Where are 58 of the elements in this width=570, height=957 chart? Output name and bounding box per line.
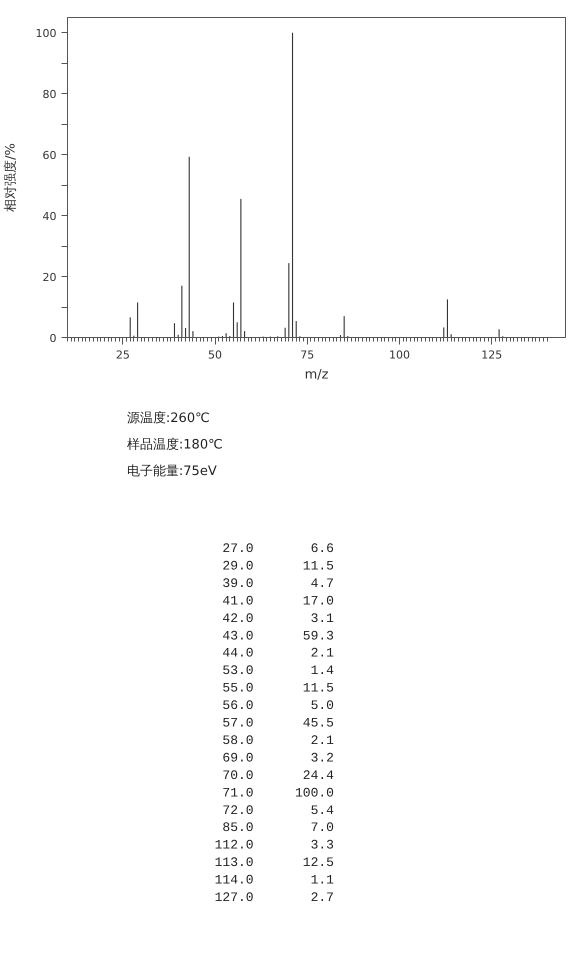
text: 58.0 [222, 732, 254, 748]
text: 3.1 [310, 610, 334, 626]
x-tick-label: 125 [481, 348, 502, 362]
y-tick-label: 20 [42, 271, 57, 284]
text: 45.5 [302, 716, 334, 730]
text: 70.0 [222, 768, 254, 783]
text: 2.7 [310, 890, 334, 905]
text: 11.5 [302, 680, 334, 696]
text: 源温度:260℃ [126, 410, 210, 426]
y-tick-label: 0 [50, 332, 56, 345]
text: 41.0 [222, 593, 254, 608]
text: 44.0 [222, 646, 254, 661]
text: 42.0 [222, 610, 254, 626]
text: 12.5 [302, 855, 334, 870]
text: 39.0 [222, 576, 254, 591]
text: 127.0 [214, 890, 254, 905]
text: 样品温度:180℃ [126, 436, 223, 452]
text: 1.4 [310, 663, 334, 678]
text: 113.0 [214, 855, 254, 870]
text: 27.0 [222, 541, 254, 556]
x-tick-label: 100 [389, 348, 410, 362]
y-tick-label: 60 [42, 149, 57, 162]
text: 电子能量:75eV [126, 464, 217, 479]
text: 1.1 [310, 872, 334, 888]
text: 2.1 [310, 732, 334, 748]
text: 56.0 [222, 698, 254, 714]
text: 57.0 [222, 716, 254, 730]
text: 6.6 [310, 541, 334, 556]
text: 112.0 [214, 838, 254, 853]
text: 3.2 [310, 750, 334, 766]
text: 114.0 [214, 872, 254, 888]
x-tick-label: 75 [300, 348, 314, 362]
text: 72.0 [222, 802, 254, 818]
text: 100.0 [294, 785, 334, 800]
text: 11.5 [302, 558, 334, 574]
x-axis-title: m/z [304, 368, 329, 382]
y-axis-title: 相对强度/% [2, 143, 19, 212]
y-tick-label: 80 [42, 88, 57, 102]
y-tick-label: 40 [42, 210, 57, 224]
text: 5.0 [310, 698, 334, 714]
text: 71.0 [222, 785, 254, 800]
x-tick-label: 50 [208, 348, 222, 362]
text: 17.0 [302, 593, 334, 608]
y-tick-label: 100 [36, 27, 57, 40]
text: 59.3 [302, 628, 334, 644]
text: 2.1 [310, 646, 334, 661]
text: 85.0 [222, 820, 254, 836]
text: 3.3 [310, 838, 334, 853]
text: 69.0 [222, 750, 254, 766]
text: 53.0 [222, 663, 254, 678]
text: 29.0 [222, 558, 254, 574]
text: 43.0 [222, 628, 254, 644]
text: 5.4 [310, 802, 334, 818]
text: 55.0 [222, 680, 254, 696]
text: 24.4 [302, 768, 334, 783]
text: 4.7 [310, 576, 334, 591]
x-tick-label: 25 [116, 348, 130, 362]
text: 7.0 [310, 820, 334, 836]
